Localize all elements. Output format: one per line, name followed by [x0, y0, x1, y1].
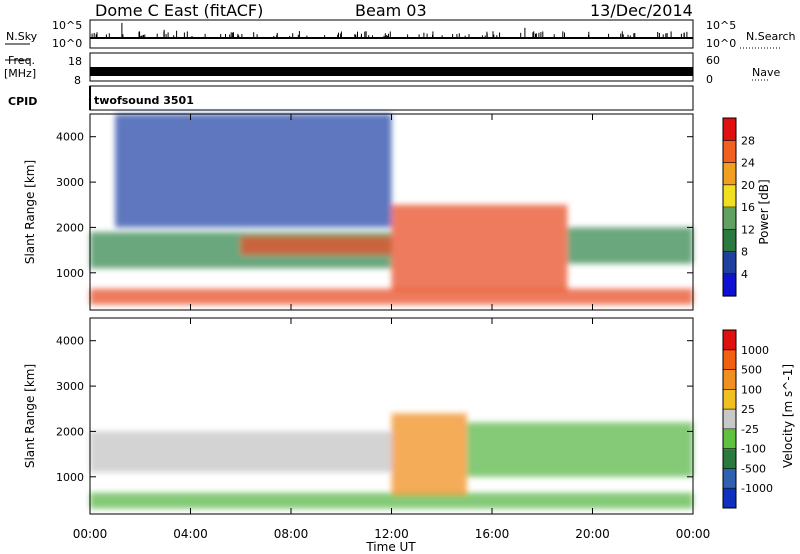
- data-band: [567, 227, 693, 264]
- colorbar-tick-label: 1000: [741, 344, 769, 357]
- colorbar-cell: [723, 229, 736, 253]
- velocity-data-layer: [90, 413, 693, 509]
- colorbar-cell: [723, 162, 736, 186]
- colorbar-cell: [723, 389, 736, 410]
- time-axis-label: Time UT: [365, 540, 416, 554]
- colorbar-tick-label: -1000: [741, 482, 773, 495]
- power-colorbar: 4 8 12 16 20 24 28: [722, 117, 755, 297]
- x-tick-label: 00:00: [73, 527, 108, 541]
- freq-unit: [MHz]: [4, 67, 37, 80]
- colorbar-cell: [723, 207, 736, 230]
- nsky-min: 10^0: [52, 37, 83, 50]
- y-tick-label: 3000: [56, 176, 84, 189]
- x-tick-label: 16:00: [475, 527, 510, 541]
- data-band: [115, 114, 392, 228]
- nsearch-min: 10^0: [706, 37, 737, 50]
- freq-max: 18: [68, 55, 82, 68]
- nsky-spikes: [91, 22, 688, 38]
- power-colorbar-label: Power [dB]: [757, 179, 771, 244]
- beam-title: Beam 03: [355, 1, 427, 20]
- colorbar-cell: [723, 428, 736, 450]
- y-tick-label: 3000: [56, 380, 84, 393]
- colorbar-cell: [723, 118, 736, 141]
- station-title: Dome C East (fitACF): [95, 1, 264, 20]
- nsearch-max: 10^5: [706, 19, 737, 32]
- colorbar-tick-label: -500: [741, 462, 766, 475]
- colorbar-tick-label: 8: [741, 246, 748, 259]
- velocity-ylabel: Slant Range [km]: [23, 364, 37, 468]
- velocity-colorbar-label: Velocity [m s^-1]: [781, 364, 795, 468]
- x-tick-label: 04:00: [173, 527, 208, 541]
- colorbar-tick-label: 25: [741, 403, 755, 416]
- colorbar-tick-label: 100: [741, 383, 762, 396]
- colorbar-cell: [723, 488, 736, 509]
- colorbar-tick-label: -25: [741, 423, 759, 436]
- freq-min: 8: [74, 74, 81, 87]
- colorbar-tick-label: 20: [741, 179, 755, 192]
- nave-label: Nave: [752, 66, 781, 79]
- colorbar-cell: [723, 273, 736, 297]
- data-band: [90, 431, 392, 473]
- power-y-axis: 1000 2000 3000 4000: [56, 131, 693, 280]
- data-band: [90, 288, 693, 305]
- nsearch-label: N.Search: [746, 30, 796, 43]
- data-band: [240, 236, 392, 255]
- nsky-max: 10^5: [52, 19, 83, 32]
- cpid-value: twofsound 3501: [94, 94, 194, 107]
- colorbar-cell: [723, 251, 736, 275]
- colorbar-tick-label: 12: [741, 223, 755, 236]
- y-tick-label: 4000: [56, 335, 84, 348]
- cpid-strip-frame: [89, 85, 694, 111]
- colorbar-cell: [723, 140, 736, 164]
- velocity-y-axis: 1000 2000 3000 4000: [56, 335, 693, 484]
- x-tick-label: 12:00: [374, 527, 409, 541]
- nsky-strip-frame: [89, 19, 694, 49]
- data-band: [466, 422, 693, 477]
- colorbar-tick-label: 500: [741, 364, 762, 377]
- y-tick-label: 2000: [56, 425, 84, 438]
- nsky-label: N.Sky: [6, 30, 38, 43]
- colorbar-cell: [723, 468, 736, 489]
- y-tick-label: 2000: [56, 221, 84, 234]
- colorbar-frame: [722, 329, 737, 509]
- nave-min: 0: [706, 73, 713, 86]
- colorbar-cell: [723, 330, 736, 351]
- colorbar-cell: [723, 349, 736, 371]
- velocity-colorbar: 1000 500 100 25 -25 -100 -500 -1000: [722, 329, 773, 509]
- colorbar-tick-label: 24: [741, 157, 755, 170]
- colorbar-tick-label: 4: [741, 268, 748, 281]
- data-band: [90, 492, 693, 509]
- colorbar-tick-label: 16: [741, 201, 755, 214]
- x-tick-label: 20:00: [575, 527, 610, 541]
- freq-trace-band: [90, 67, 693, 76]
- x-tick-label: 00:00: [676, 527, 711, 541]
- power-ylabel: Slant Range [km]: [23, 160, 37, 264]
- colorbar-cell: [723, 448, 736, 469]
- data-band: [391, 413, 467, 495]
- nave-max: 60: [706, 54, 720, 67]
- time-axis: 00:00 04:00 08:00 12:00 16:00 20:00 00:00: [73, 114, 711, 541]
- y-tick-label: 1000: [56, 267, 84, 280]
- colorbar-cell: [723, 184, 736, 208]
- colorbar-tick-label: 28: [741, 134, 755, 147]
- colorbar-cell: [723, 369, 736, 390]
- y-tick-label: 1000: [56, 471, 84, 484]
- colorbar-tick-label: -100: [741, 443, 766, 456]
- colorbar-cell: [723, 409, 736, 430]
- date-title: 13/Dec/2014: [590, 1, 693, 20]
- cpid-label: CPID: [8, 95, 38, 108]
- power-data-layer: [90, 114, 693, 305]
- x-tick-label: 08:00: [274, 527, 309, 541]
- y-tick-label: 4000: [56, 131, 84, 144]
- data-band: [391, 204, 568, 291]
